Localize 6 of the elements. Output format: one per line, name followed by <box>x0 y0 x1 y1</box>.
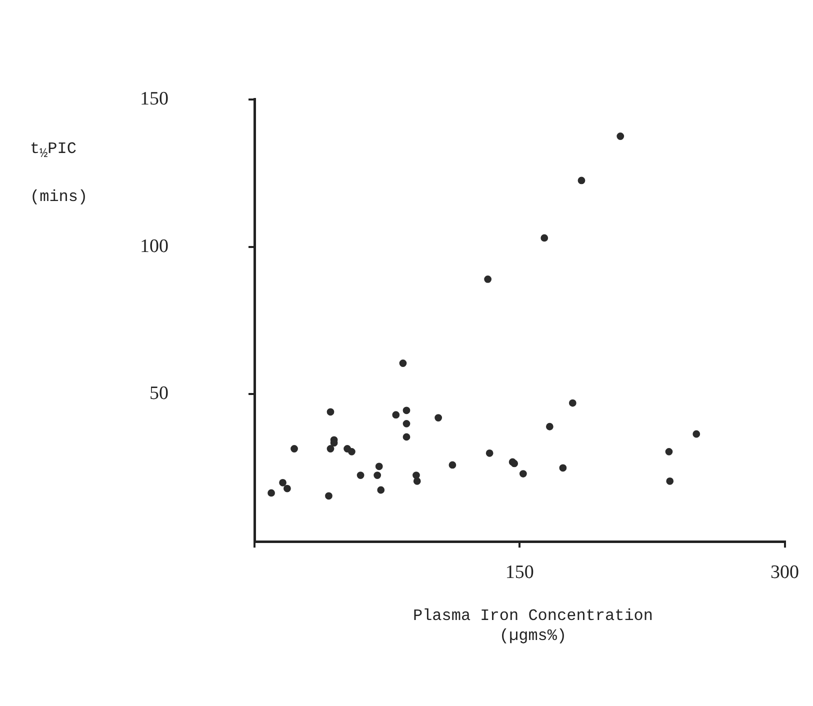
x-tick-label: 300 <box>770 562 799 583</box>
y-tick-label: 50 <box>150 383 168 404</box>
y-tick-label: 100 <box>140 236 168 257</box>
text: t$_{½}$PIC (mins) <box>30 140 88 206</box>
y-tick-label: 150 <box>140 88 168 110</box>
x-axis-title: Plasma Iron Concentration (µgms%) <box>412 606 654 646</box>
